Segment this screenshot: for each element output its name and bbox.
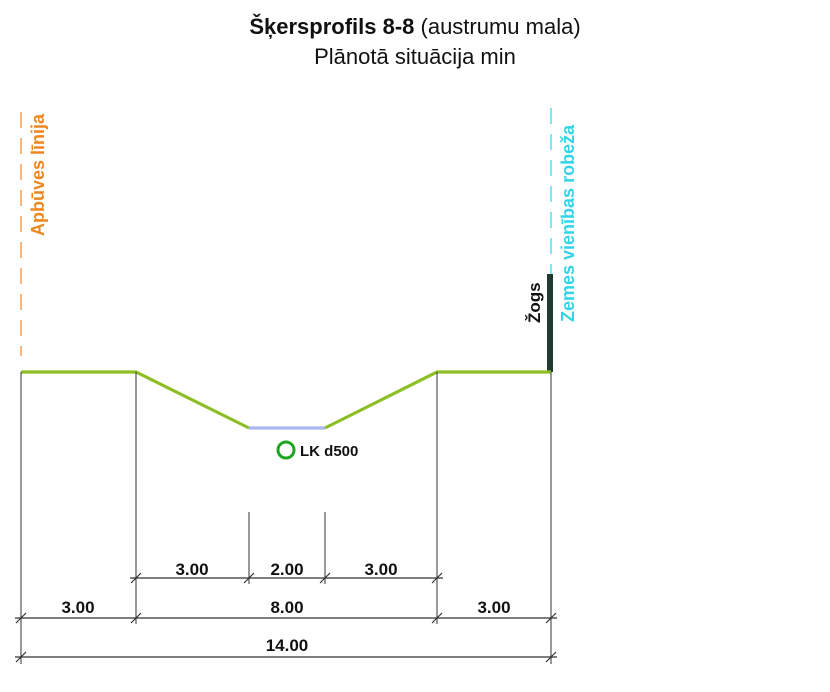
page-subtitle: Plānotā situācija min — [314, 44, 516, 69]
drain-label: LK d500 — [300, 443, 358, 460]
fence-label: Žogs — [525, 282, 544, 323]
dim-outer-middle: 8.00 — [270, 598, 303, 617]
drain-circle-icon — [276, 440, 296, 460]
total-dimension-row — [15, 651, 557, 663]
inner-dimension-row — [130, 572, 443, 584]
right-boundary-label: Zemes vienības robeža — [558, 124, 578, 322]
dim-inner-middle: 2.00 — [270, 560, 303, 579]
dim-total: 14.00 — [266, 636, 309, 655]
page-title: Šķersprofils 8-8 (austrumu mala) — [0, 14, 830, 40]
outer-dimension-row — [15, 612, 557, 624]
left-boundary-label: Apbūves līnija — [28, 113, 48, 236]
title-bold: Šķersprofils 8-8 — [249, 14, 415, 39]
dim-outer-left: 3.00 — [61, 598, 94, 617]
dim-outer-right: 3.00 — [477, 598, 510, 617]
title-normal: (austrumu mala) — [414, 14, 581, 39]
fence-post — [547, 274, 553, 372]
ground-profile-right — [324, 370, 551, 430]
dim-inner-right: 3.00 — [364, 560, 397, 579]
extension-lines — [20, 372, 552, 664]
ground-profile — [21, 370, 250, 430]
dim-inner-left: 3.00 — [175, 560, 208, 579]
